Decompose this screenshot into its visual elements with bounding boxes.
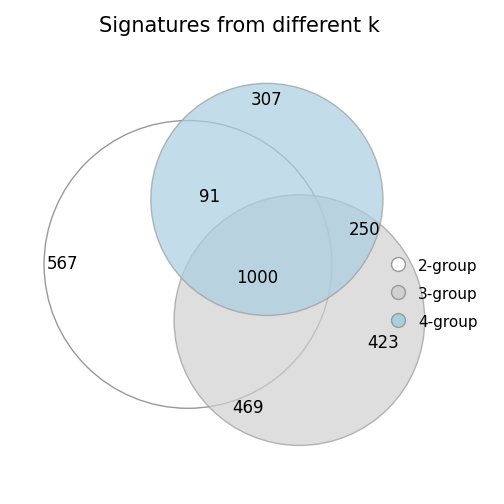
- Circle shape: [151, 83, 383, 316]
- Title: Signatures from different k: Signatures from different k: [99, 16, 380, 36]
- Text: 307: 307: [251, 91, 283, 109]
- Text: 91: 91: [199, 187, 220, 206]
- Text: 1000: 1000: [236, 269, 279, 287]
- Legend: 2-group, 3-group, 4-group: 2-group, 3-group, 4-group: [386, 252, 482, 336]
- Text: 250: 250: [349, 221, 380, 239]
- Text: 423: 423: [367, 334, 399, 352]
- Circle shape: [174, 195, 425, 446]
- Text: 469: 469: [232, 399, 264, 417]
- Text: 567: 567: [47, 256, 79, 273]
